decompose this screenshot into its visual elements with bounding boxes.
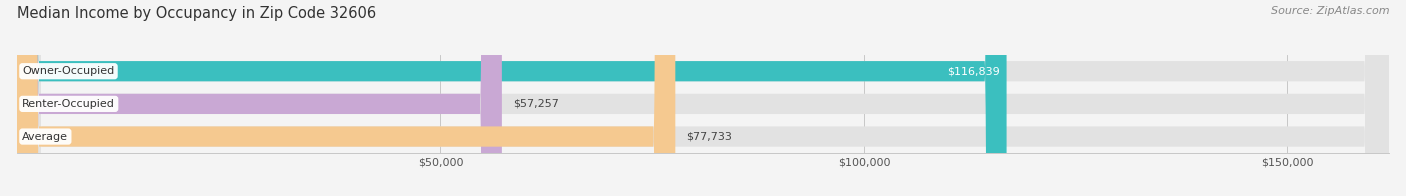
Text: Median Income by Occupancy in Zip Code 32606: Median Income by Occupancy in Zip Code 3… [17,6,375,21]
FancyBboxPatch shape [17,0,1007,196]
FancyBboxPatch shape [17,0,1389,196]
Text: Average: Average [22,132,69,142]
FancyBboxPatch shape [17,0,502,196]
Text: $57,257: $57,257 [513,99,558,109]
Text: $116,839: $116,839 [948,66,1000,76]
FancyBboxPatch shape [17,0,1389,196]
FancyBboxPatch shape [17,0,675,196]
Text: Renter-Occupied: Renter-Occupied [22,99,115,109]
Text: $77,733: $77,733 [686,132,733,142]
Text: Source: ZipAtlas.com: Source: ZipAtlas.com [1271,6,1389,16]
FancyBboxPatch shape [17,0,1389,196]
Text: Owner-Occupied: Owner-Occupied [22,66,115,76]
